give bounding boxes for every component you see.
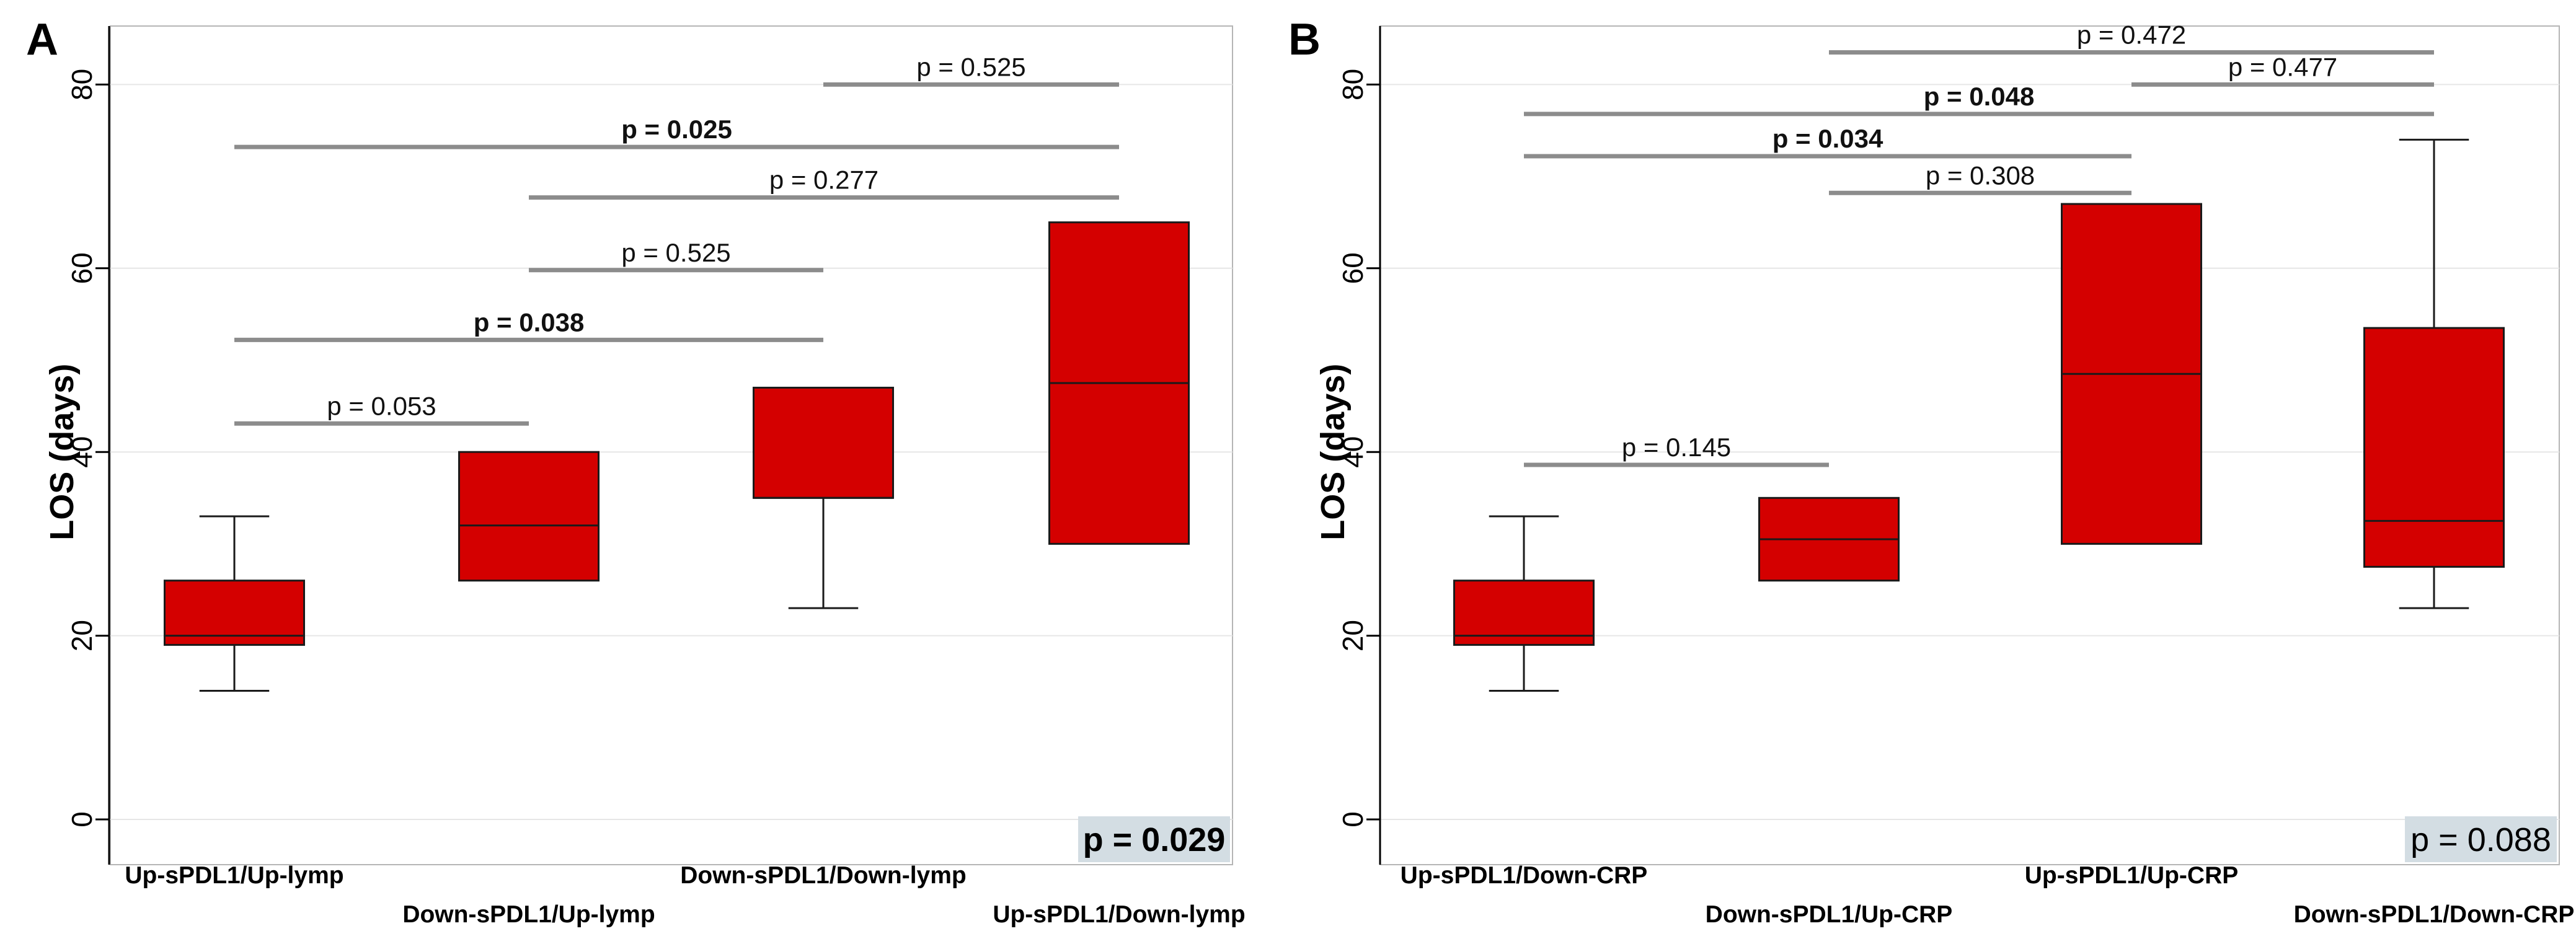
box-1 bbox=[164, 515, 305, 692]
box-iqr bbox=[1453, 580, 1595, 646]
category-label: Down-sPDL1/Up-CRP bbox=[1706, 901, 1953, 928]
y-tick-label: 40 bbox=[66, 436, 98, 468]
overall-p-background bbox=[1078, 816, 1230, 862]
p-value-label: p = 0.477 bbox=[2228, 52, 2337, 81]
category-label: Up-sPDL1/Down-CRP bbox=[1401, 862, 1648, 889]
y-tick-label: 0 bbox=[1337, 811, 1369, 827]
p-value-label: p = 0.145 bbox=[1622, 433, 1731, 462]
category-label: Down-sPDL1/Up-lymp bbox=[402, 901, 655, 928]
box-iqr bbox=[164, 580, 305, 646]
comparison-bracket: p = 0.034 bbox=[1524, 124, 2131, 159]
category-label: Up-sPDL1/Down-lymp bbox=[993, 901, 1245, 928]
panel-letter: A bbox=[26, 15, 58, 64]
p-value-label: p = 0.525 bbox=[916, 52, 1025, 81]
box-4 bbox=[1048, 221, 1190, 545]
p-value-label: p = 0.308 bbox=[1926, 161, 2035, 190]
panel-a: A 0 20 40 60 80 LOS (days) Up-sPDL1/Up-lymp Down… bbox=[26, 15, 1246, 928]
comparison-bracket: p = 0.053 bbox=[234, 391, 529, 426]
box-3 bbox=[753, 386, 894, 609]
overall-p-background bbox=[2405, 816, 2557, 862]
overall-p-badge: p = 0.088 bbox=[2405, 816, 2557, 862]
category-label: Down-sPDL1/Down-lymp bbox=[680, 862, 967, 889]
comparison-bracket: p = 0.145 bbox=[1524, 433, 1829, 467]
y-axis-label: LOS (days) bbox=[43, 364, 81, 540]
box-1 bbox=[1453, 515, 1595, 692]
box-iqr bbox=[753, 386, 894, 499]
box-iqr bbox=[458, 451, 600, 582]
p-value-label: p = 0.053 bbox=[327, 391, 436, 420]
p-value-label: p = 0.472 bbox=[2077, 20, 2186, 50]
category-label: Up-sPDL1/Up-CRP bbox=[2025, 862, 2239, 889]
p-value-label: p = 0.277 bbox=[769, 165, 879, 195]
comparison-bracket: p = 0.025 bbox=[234, 115, 1119, 149]
overall-p-value: p = 0.088 bbox=[2410, 821, 2551, 858]
p-value-label: p = 0.525 bbox=[621, 238, 730, 267]
box-3 bbox=[2061, 203, 2202, 545]
p-value-label: p = 0.048 bbox=[1924, 82, 2035, 111]
y-tick-label: 80 bbox=[66, 69, 98, 100]
y-tick-label: 40 bbox=[1337, 436, 1369, 468]
comparison-bracket: p = 0.048 bbox=[1524, 82, 2434, 117]
p-value-label: p = 0.038 bbox=[474, 307, 585, 337]
box-2 bbox=[1758, 496, 1900, 582]
comparison-bracket: p = 0.308 bbox=[1829, 161, 2131, 195]
comparison-bracket: p = 0.038 bbox=[234, 307, 823, 342]
y-tick-label: 60 bbox=[66, 252, 98, 284]
box-iqr bbox=[2363, 327, 2505, 568]
y-tick-label: 80 bbox=[1337, 69, 1369, 100]
plot-frame bbox=[110, 25, 1233, 865]
box-4 bbox=[2363, 138, 2505, 609]
comparison-bracket: p = 0.477 bbox=[2131, 52, 2434, 87]
y-axis-label: LOS (days) bbox=[1314, 364, 1352, 540]
y-tick-label: 20 bbox=[1337, 620, 1369, 651]
comparison-bracket: p = 0.472 bbox=[1829, 20, 2434, 55]
panel-b: B 0 20 40 60 80 LOS (days) Up-sPDL1/Down-CRP Dow… bbox=[1288, 15, 2574, 928]
box-2 bbox=[458, 451, 600, 582]
category-label: Up-sPDL1/Up-lymp bbox=[125, 862, 343, 889]
comparison-bracket: p = 0.525 bbox=[823, 52, 1119, 87]
p-value-label: p = 0.025 bbox=[621, 115, 732, 144]
comparison-bracket: p = 0.525 bbox=[529, 238, 823, 273]
comparison-bracket: p = 0.277 bbox=[529, 165, 1119, 200]
y-tick-label: 60 bbox=[1337, 252, 1369, 284]
overall-p-value: p = 0.029 bbox=[1083, 821, 1226, 858]
p-value-label: p = 0.034 bbox=[1773, 124, 1883, 153]
overall-p-badge: p = 0.029 bbox=[1078, 816, 1230, 862]
category-label: Down-sPDL1/Down-CRP bbox=[2294, 901, 2575, 928]
y-tick-label: 20 bbox=[66, 620, 98, 651]
panel-letter: B bbox=[1288, 15, 1321, 64]
y-tick-label: 0 bbox=[66, 811, 98, 827]
